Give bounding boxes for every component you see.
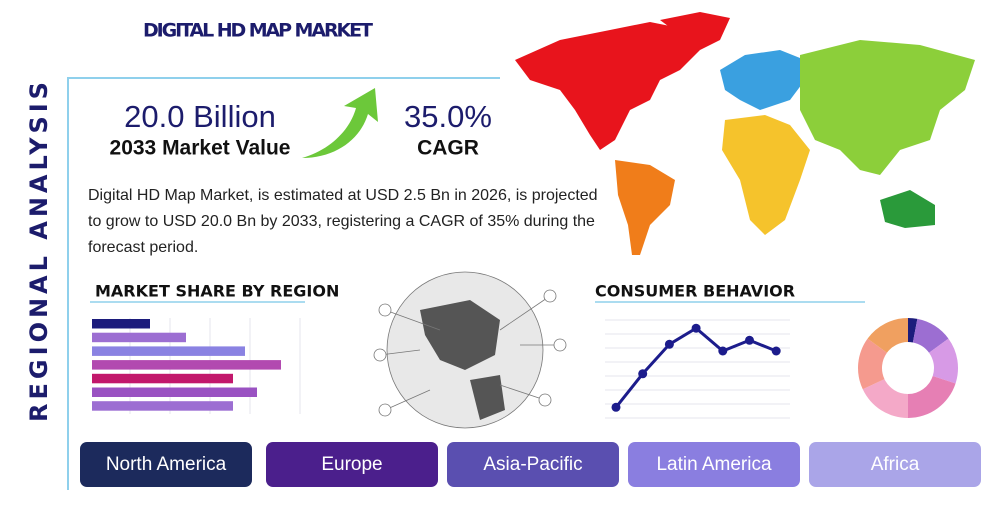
region-button-bg <box>809 442 981 487</box>
bar <box>92 387 257 397</box>
bar <box>92 319 150 329</box>
stat-label: 2033 Market Value <box>110 137 291 160</box>
frame <box>67 77 500 490</box>
donut-segment <box>929 338 958 384</box>
region-button-bg <box>80 442 252 487</box>
line-point <box>664 339 674 349</box>
stat-value: 35.0% <box>404 99 492 134</box>
line-point <box>718 346 728 356</box>
region-label: North America <box>106 454 227 475</box>
bar <box>92 346 245 356</box>
donut-segment <box>908 376 956 418</box>
region-button[interactable]: Africa <box>809 442 981 487</box>
line-point <box>691 323 701 333</box>
region-label: Africa <box>871 454 920 475</box>
bar <box>92 360 281 370</box>
description-box: Digital HD Map Market, is estimated at U… <box>88 187 598 256</box>
bar <box>92 373 233 384</box>
line-point <box>611 402 621 412</box>
donut-segment <box>908 318 918 343</box>
bar <box>92 332 186 343</box>
region-button-bg <box>628 442 800 487</box>
growth-arrow <box>302 88 378 158</box>
region-button-bg <box>447 442 619 487</box>
region-button[interactable]: Europe <box>266 442 438 487</box>
description: Digital HD Map Market, is estimated at U… <box>88 187 598 256</box>
line-point <box>771 346 781 356</box>
line-point <box>638 369 648 379</box>
title: DIGITAL HD MAP MARKET <box>143 20 373 42</box>
region-button-bg <box>266 442 438 487</box>
donut-segment <box>858 338 887 390</box>
stat-label: CAGR <box>417 137 479 160</box>
donut-segment <box>867 318 908 353</box>
donut-segment <box>862 379 908 418</box>
section-title: CONSUMER BEHAVIOR <box>595 282 795 301</box>
section-title: MARKET SHARE BY REGION <box>95 282 339 301</box>
side-label: REGIONAL ANALYSIS <box>25 78 53 422</box>
region-label: Europe <box>321 454 382 475</box>
donut-segment <box>912 318 949 353</box>
region-label: Asia-Pacific <box>483 454 582 475</box>
line-grid <box>605 319 790 419</box>
region-button[interactable]: Asia-Pacific <box>447 442 619 487</box>
globe-network <box>373 271 567 429</box>
region-button[interactable]: North America <box>80 442 252 487</box>
stat-value: 20.0 Billion <box>124 99 276 134</box>
line-point <box>745 335 754 345</box>
region-button[interactable]: Latin America <box>628 442 800 487</box>
bar <box>92 401 233 411</box>
world-map <box>515 12 975 255</box>
region-label: Latin America <box>656 454 772 475</box>
